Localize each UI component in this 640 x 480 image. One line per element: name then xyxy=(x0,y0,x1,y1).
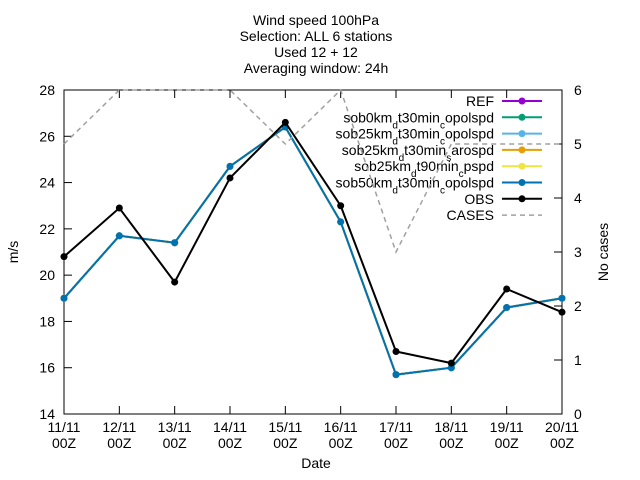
series-point xyxy=(281,118,289,126)
legend-marker xyxy=(518,146,526,154)
x-tick-label: 14/11 00Z xyxy=(213,419,247,451)
series-point xyxy=(392,348,400,356)
legend-label: sob25kmdt30mincopolspd xyxy=(336,126,494,148)
series-point xyxy=(558,294,566,302)
y2-tick-label: 2 xyxy=(574,298,582,314)
chart-title: Used 12 + 12 xyxy=(274,44,358,60)
legend-marker xyxy=(518,162,526,170)
x-tick-label: 15/11 00Z xyxy=(268,419,302,451)
series-point xyxy=(171,278,179,286)
y2-tick-label: 6 xyxy=(574,82,582,98)
y-tick-label: 24 xyxy=(39,175,55,191)
y2-axis-label: No cases xyxy=(595,223,611,281)
x-tick-label: 13/11 00Z xyxy=(158,419,192,451)
y2-tick-label: 5 xyxy=(574,136,582,152)
series-point xyxy=(60,253,68,261)
series-point xyxy=(503,304,511,312)
series-point xyxy=(503,285,511,293)
chart-title: Averaging window: 24h xyxy=(244,60,389,76)
legend-label: OBS xyxy=(464,191,494,207)
legend-marker xyxy=(518,113,526,121)
y2-tick-label: 4 xyxy=(574,190,582,206)
y2-tick-label: 0 xyxy=(574,406,582,422)
legend-label: CASES xyxy=(447,207,494,223)
y-tick-label: 18 xyxy=(39,313,55,329)
legend-label: sob25kmdt30minsarospd xyxy=(342,142,494,164)
series-point xyxy=(171,239,179,247)
legend-marker xyxy=(518,97,526,105)
chart-title: Wind speed 100hPa xyxy=(253,12,379,28)
series-point xyxy=(60,294,68,302)
legend-marker xyxy=(518,179,526,186)
y-tick-label: 20 xyxy=(39,267,55,283)
legend-marker xyxy=(518,130,526,138)
y-tick-label: 22 xyxy=(39,221,55,237)
series-point xyxy=(115,232,123,240)
x-tick-label: 16/11 00Z xyxy=(324,419,358,451)
series-point xyxy=(226,174,234,182)
chart-title: Selection: ALL 6 stations xyxy=(240,28,393,44)
x-tick-label: 12/11 00Z xyxy=(102,419,136,451)
series-line xyxy=(63,120,563,365)
y-tick-label: 14 xyxy=(39,406,55,422)
series-point xyxy=(226,162,234,170)
legend-marker xyxy=(518,195,526,203)
x-tick-label: 11/11 00Z xyxy=(48,419,81,451)
series-point xyxy=(337,202,345,210)
series-point xyxy=(337,218,345,226)
x-tick-label: 18/11 00Z xyxy=(434,419,468,451)
x-axis-label: Date xyxy=(301,455,331,471)
x-tick-label: 17/11 00Z xyxy=(379,419,413,451)
legend-label: REF xyxy=(466,93,494,109)
y-tick-label: 26 xyxy=(39,128,55,144)
series-line xyxy=(63,125,563,376)
y2-tick-label: 1 xyxy=(574,352,582,368)
series-point xyxy=(447,359,455,367)
series-point xyxy=(558,308,566,316)
series-point xyxy=(392,371,400,379)
x-tick-label: 20/11 00Z xyxy=(545,419,579,451)
x-tick-label: 19/11 00Z xyxy=(490,419,524,451)
y-tick-label: 28 xyxy=(39,82,55,98)
y2-tick-label: 3 xyxy=(574,244,582,260)
series-point xyxy=(115,204,123,212)
y-axis-label: m/s xyxy=(5,241,21,264)
legend-label: sob0kmdt30mincopolspd xyxy=(343,109,494,131)
y-tick-label: 16 xyxy=(39,360,55,376)
